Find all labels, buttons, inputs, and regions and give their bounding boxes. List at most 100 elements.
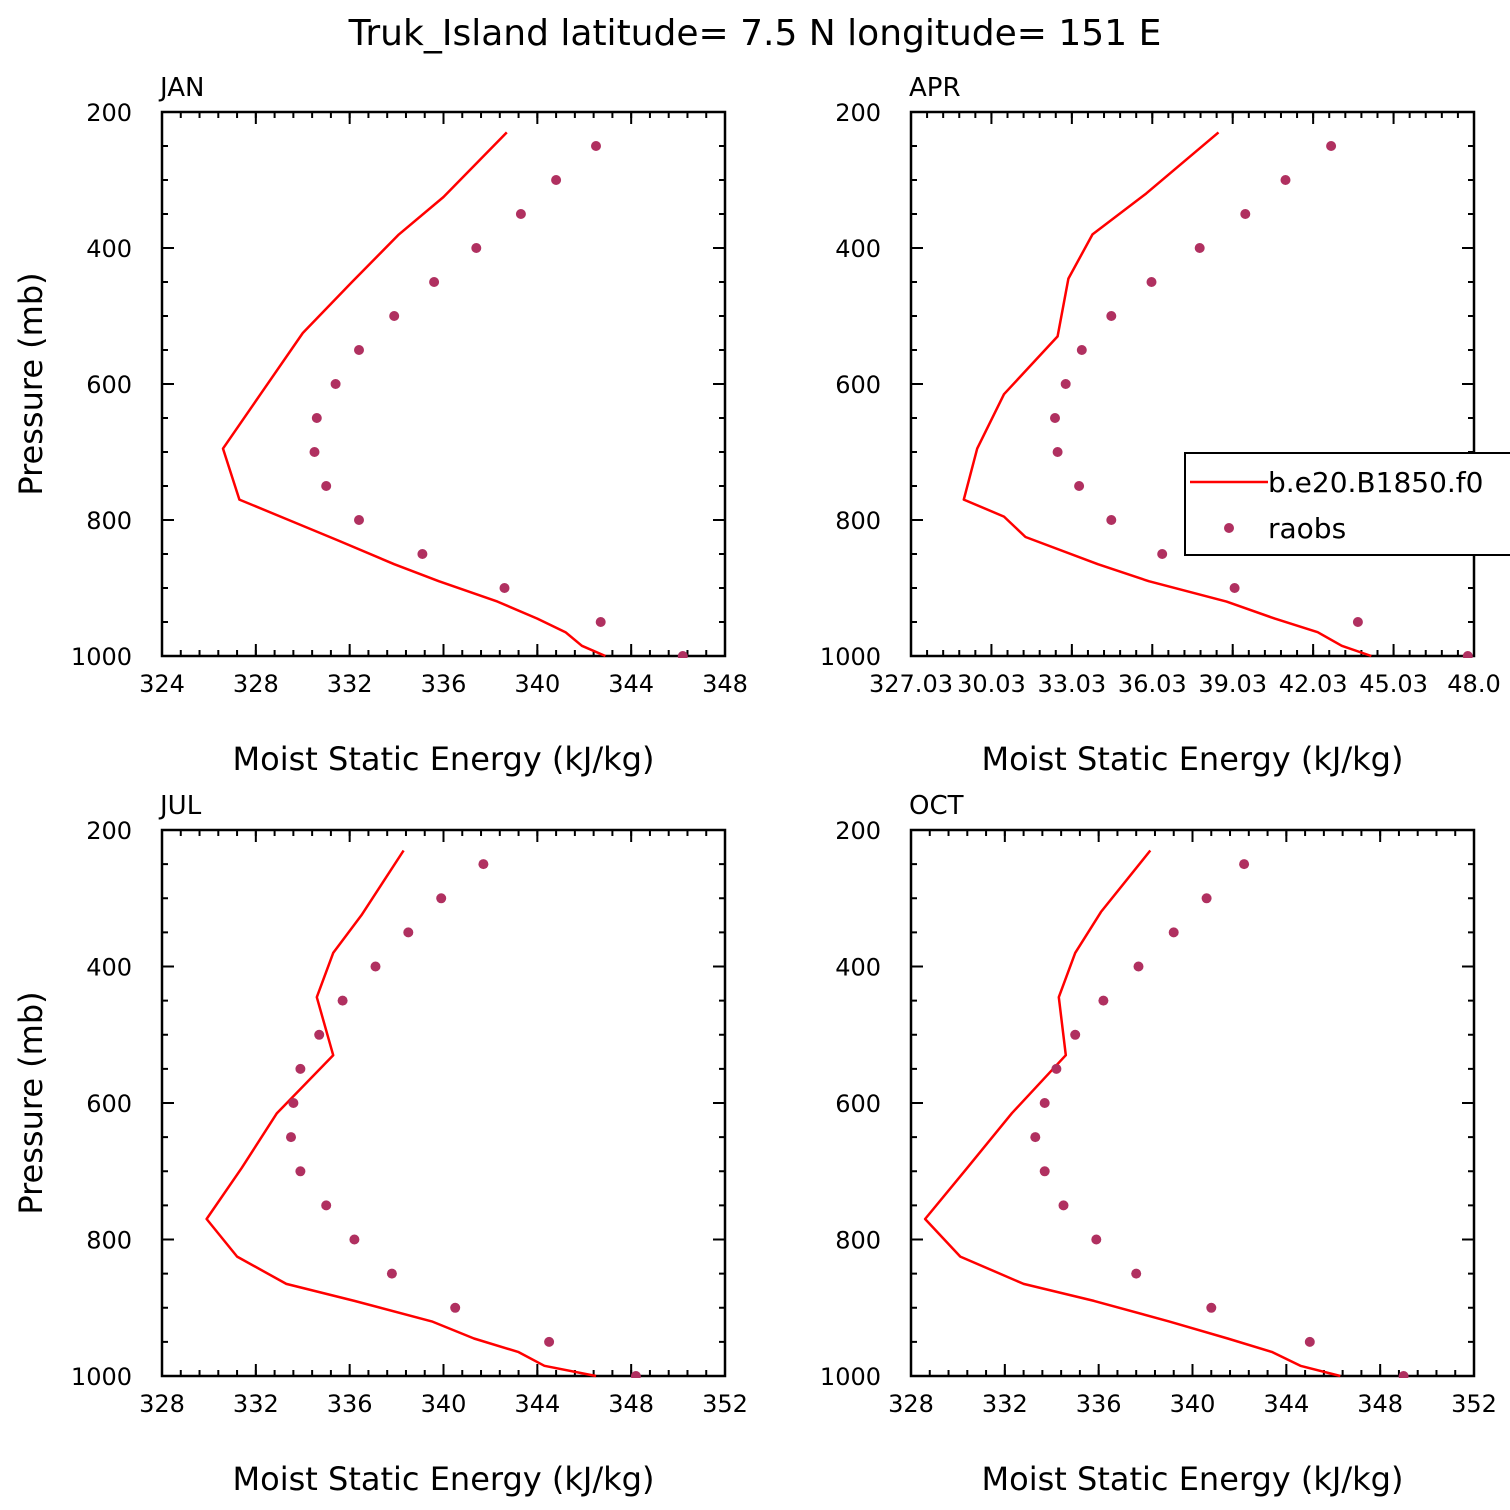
y-tick-label: 200 <box>835 99 881 127</box>
raobs-point <box>1106 311 1117 321</box>
raobs-point <box>1194 243 1205 253</box>
x-tick-label: 45.03 <box>1359 670 1428 698</box>
raobs-point <box>337 995 348 1006</box>
y-tick-label: 600 <box>835 1090 881 1118</box>
minor-ticks <box>161 111 726 657</box>
x-tick-label: 332 <box>233 1390 279 1418</box>
panel-jan: 324 328 332 336 340 344 348 200 400 600 800 1000 JAN… <box>12 73 748 778</box>
raobs-point <box>417 549 428 559</box>
x-tick-label: 48.0 <box>1447 670 1500 698</box>
raobs-point <box>1070 1029 1081 1040</box>
legend-obs-label: raobs <box>1268 512 1346 545</box>
raobs-point <box>1326 141 1337 151</box>
raobs-point <box>1076 345 1087 355</box>
series-obs <box>1050 141 1473 658</box>
raobs-point <box>1304 1336 1315 1347</box>
series-model <box>221 131 606 658</box>
x-tick-label: 328 <box>233 670 279 698</box>
panel-oct: 328 332 336 340 344 348 352 200 400 600 800 1000 OCT… <box>820 791 1497 1498</box>
x-tick-label: 344 <box>608 670 654 698</box>
raobs-point <box>1168 927 1179 938</box>
x-tick-label: 336 <box>327 1390 373 1418</box>
x-tick-label: 327.03 <box>869 670 953 698</box>
x-tick-label: 340 <box>1170 1390 1216 1418</box>
raobs-point <box>403 927 414 938</box>
y-tick-label: 400 <box>835 235 881 263</box>
x-tick-label: 33.03 <box>1037 670 1106 698</box>
series-obs <box>286 859 641 1378</box>
y-tick-label: 1000 <box>820 1363 881 1391</box>
raobs-point <box>591 141 601 151</box>
raobs-point <box>1229 583 1240 593</box>
raobs-point <box>1039 1166 1050 1177</box>
y-tick-label: 800 <box>835 1227 881 1255</box>
x-tick-label: 352 <box>702 1390 748 1418</box>
raobs-point <box>1206 1302 1217 1313</box>
y-tick-label: 800 <box>86 1227 132 1255</box>
raobs-point <box>1058 1200 1069 1211</box>
x-tick-label: 332 <box>982 1390 1028 1418</box>
model-line <box>221 131 606 658</box>
panels: 324 328 332 336 340 344 348 200 400 600 800 1000 JAN… <box>12 73 1510 1498</box>
raobs-point <box>1039 1098 1050 1108</box>
raobs-point <box>1052 447 1063 457</box>
raobs-point <box>1201 893 1212 904</box>
y-axis-label: Pressure (mb) <box>12 991 50 1214</box>
raobs-point <box>436 893 447 904</box>
x-tick-label: 344 <box>514 1390 560 1418</box>
raobs-point <box>321 1200 332 1211</box>
x-tick-label: 42.03 <box>1279 670 1348 698</box>
series-obs <box>309 141 688 658</box>
raobs-point <box>354 345 364 355</box>
raobs-point <box>677 651 688 658</box>
x-tick-label: 352 <box>1451 1390 1497 1418</box>
raobs-point <box>295 1166 306 1177</box>
series-model <box>923 849 1341 1378</box>
raobs-point <box>1131 1268 1142 1279</box>
y-tick-label: 400 <box>86 235 132 263</box>
raobs-point <box>1074 481 1085 491</box>
raobs-point <box>309 447 320 457</box>
minor-ticks <box>161 829 726 1377</box>
plot-frame <box>909 828 1476 1378</box>
y-tick-label: 400 <box>86 954 132 982</box>
x-tick-label: 348 <box>1357 1390 1403 1418</box>
y-tick-label: 1000 <box>820 643 881 671</box>
raobs-point <box>1106 515 1117 525</box>
raobs-point <box>1091 1234 1102 1245</box>
plot-frame <box>909 110 1476 658</box>
raobs-point <box>354 515 364 525</box>
raobs-point <box>1050 413 1060 423</box>
raobs-point <box>389 311 400 321</box>
raobs-point <box>1157 549 1168 559</box>
legend-dot-swatch <box>1224 523 1234 533</box>
x-tick-label: 340 <box>421 1390 467 1418</box>
raobs-point <box>1051 1063 1062 1074</box>
raobs-point <box>1060 379 1071 389</box>
raobs-point <box>330 379 341 389</box>
y-tick-label: 1000 <box>71 643 132 671</box>
x-axis-label: Moist Static Energy (kJ/kg) <box>982 1460 1404 1498</box>
raobs-point <box>630 1371 641 1378</box>
y-tick-label: 200 <box>835 817 881 845</box>
raobs-point <box>386 1268 397 1279</box>
raobs-point <box>515 209 526 219</box>
raobs-point <box>286 1132 296 1143</box>
raobs-point <box>1352 617 1363 627</box>
y-tick-label: 200 <box>86 817 132 845</box>
raobs-point <box>450 1302 461 1313</box>
x-tick-label: 340 <box>514 670 560 698</box>
minor-ticks <box>910 829 1475 1377</box>
raobs-point <box>311 413 322 423</box>
series-model <box>205 849 597 1378</box>
model-line <box>205 849 597 1378</box>
model-line <box>923 849 1341 1378</box>
minor-ticks <box>910 111 1475 657</box>
raobs-point <box>429 277 440 287</box>
x-tick-label: 336 <box>1076 1390 1122 1418</box>
x-tick-label: 348 <box>702 670 748 698</box>
raobs-point <box>471 243 482 253</box>
x-axis-label: Moist Static Energy (kJ/kg) <box>233 1460 655 1498</box>
raobs-point <box>478 859 489 870</box>
